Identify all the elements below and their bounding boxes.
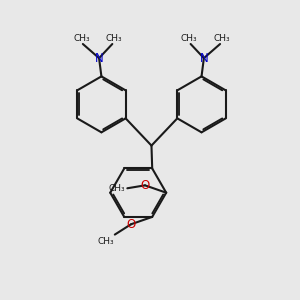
Text: CH₃: CH₃ (98, 237, 114, 246)
Text: CH₃: CH₃ (213, 34, 230, 43)
Text: O: O (140, 179, 150, 192)
Text: CH₃: CH₃ (109, 184, 125, 193)
Text: CH₃: CH₃ (106, 34, 122, 43)
Text: N: N (95, 52, 103, 64)
Text: CH₃: CH₃ (73, 34, 90, 43)
Text: N: N (200, 52, 208, 64)
Text: CH₃: CH₃ (181, 34, 197, 43)
Text: O: O (126, 218, 136, 231)
